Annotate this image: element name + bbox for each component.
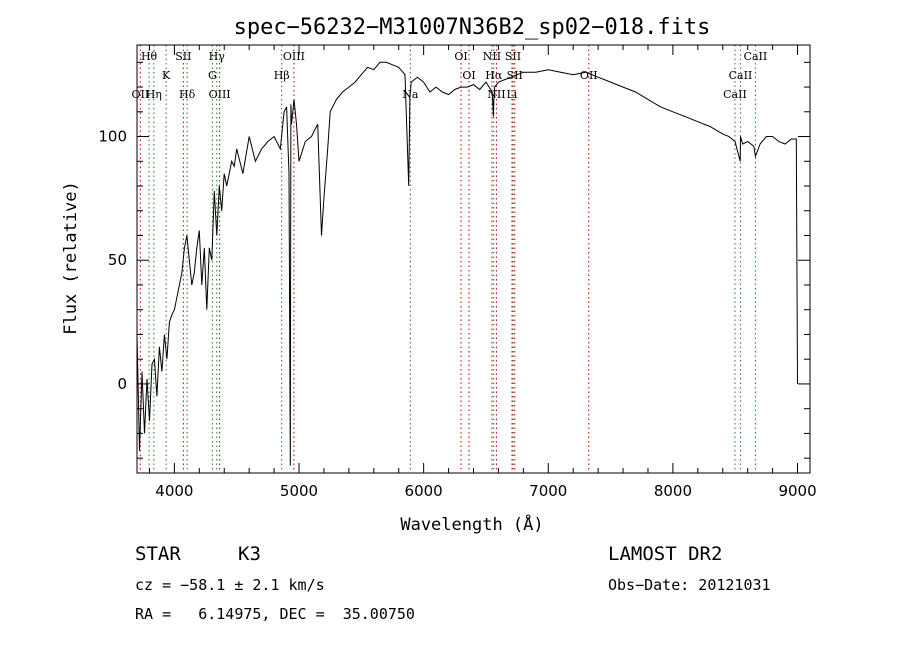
- x-axis-label: Wavelength (Å): [400, 513, 543, 535]
- x-tick-label: 6000: [405, 482, 443, 500]
- plot-frame: [136, 44, 811, 474]
- spectral-line-label: Li: [506, 88, 517, 101]
- observation-date: Obs−Date: 20121031: [608, 576, 771, 594]
- spectral-line-label: Hδ: [179, 88, 196, 101]
- spectrum-series-line: [136, 61, 798, 466]
- axes: 4000 5000 6000 7000 8000 9000 0 50 100: [98, 44, 817, 500]
- chart-title: spec−56232−M31007N36B2_sp02−018.fits: [234, 15, 711, 40]
- y-tick-label: 0: [117, 375, 127, 393]
- y-axis-label: Flux (relative): [61, 181, 81, 335]
- x-tick-label: 7000: [529, 482, 567, 500]
- redshift-velocity: cz = −58.1 ± 2.1 km/s: [135, 576, 325, 594]
- spectral-line-label: SII: [505, 50, 521, 63]
- spectral-line-label: OIII: [209, 88, 231, 101]
- x-tick-label: 9000: [778, 482, 816, 500]
- spectral-line-label: SII: [175, 50, 191, 63]
- spectral-line-label: NII: [483, 50, 501, 63]
- spectral-line-label: CaII: [729, 69, 753, 82]
- spectral-line-label: Hθ: [141, 50, 158, 63]
- spectral-line-label: CaII: [723, 88, 747, 101]
- spectral-line-label: CaII: [744, 50, 768, 63]
- x-tick-label: 4000: [155, 482, 193, 500]
- spectral-line-label: OIII: [283, 50, 305, 63]
- spectral-line-label: NII: [487, 88, 505, 101]
- spectral-line-label: OI: [462, 69, 475, 82]
- spectral-line-label: Hβ: [274, 69, 290, 82]
- spectral-line-label: Hγ: [209, 50, 226, 63]
- spectral-line-label: OII: [132, 88, 150, 101]
- spectral-line-label: K: [162, 69, 171, 82]
- y-tick-label: 100: [98, 128, 127, 146]
- spectral-line-markers: HθOIIHηKSIIHδHγGOIIIOIIIHβNaOIOINIIHαNII…: [132, 45, 768, 473]
- x-tick-label: 5000: [280, 482, 318, 500]
- spectral-line-label: OI: [454, 50, 467, 63]
- spectral-line-label: Hη: [146, 88, 162, 101]
- ra-dec-coordinates: RA = 6.14975, DEC = 35.00750: [135, 605, 415, 623]
- object-subclass: K3: [238, 543, 261, 565]
- spectral-line-label: G: [208, 69, 217, 82]
- x-tick-label: 8000: [654, 482, 692, 500]
- survey-name: LAMOST DR2: [608, 543, 723, 565]
- y-tick-label: 50: [108, 251, 127, 269]
- spectral-line-label: Hα: [485, 69, 503, 82]
- object-class: STAR: [135, 543, 181, 565]
